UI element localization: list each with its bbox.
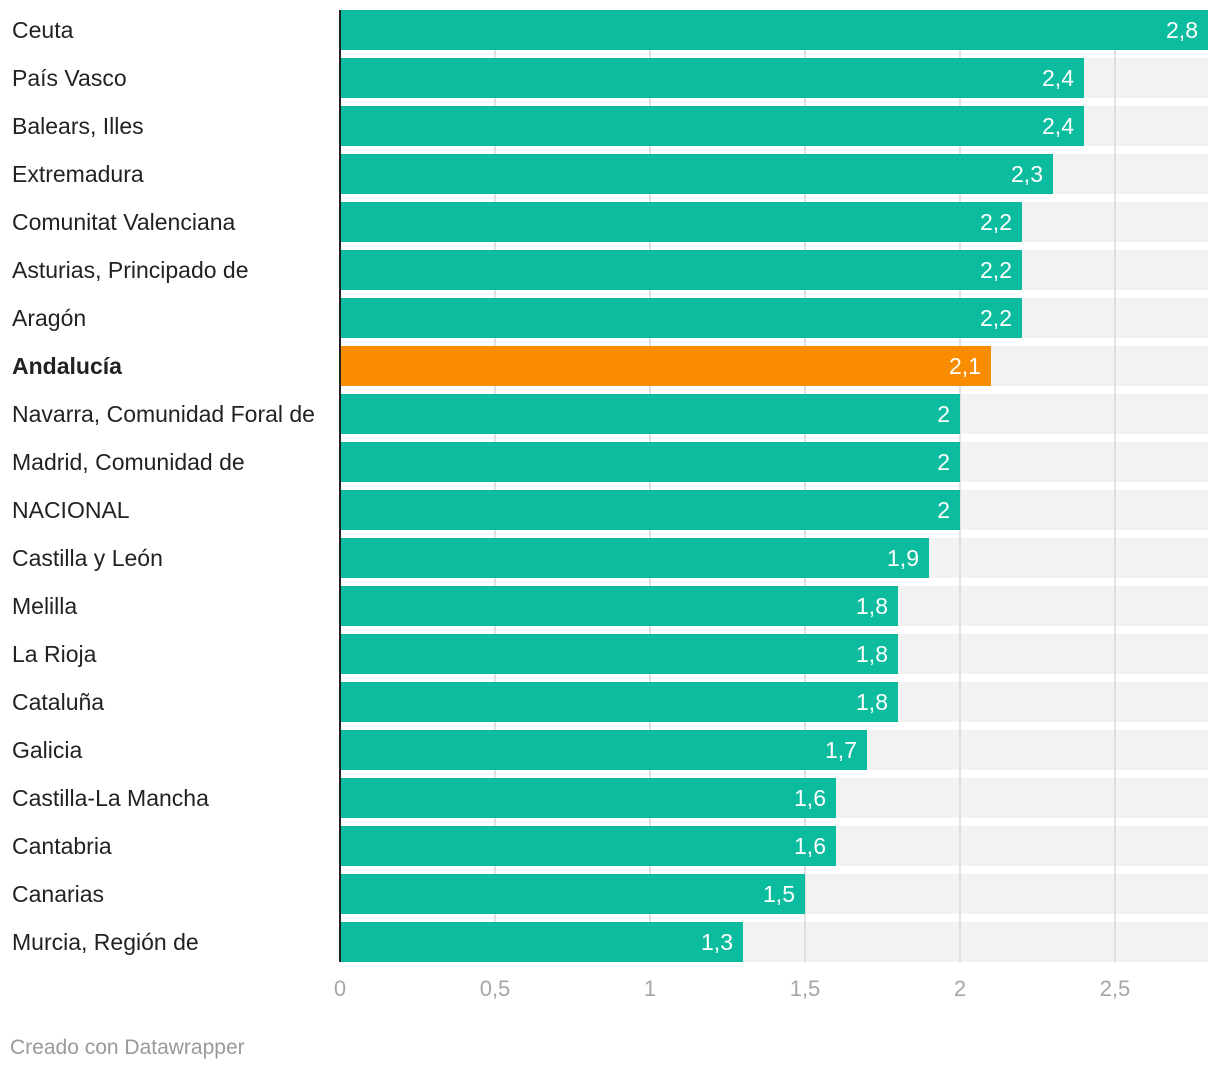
category-label: Andalucía [12,353,122,379]
x-tick-label: 1,5 [790,976,821,1001]
bar-value-label: 1,6 [794,785,826,811]
category-label: Galicia [12,737,83,763]
bar [340,202,1022,242]
bar [340,682,898,722]
bar-value-label: 2,4 [1042,65,1074,91]
category-label: Extremadura [12,161,144,187]
bar-value-label: 1,3 [701,929,733,955]
category-label: Comunitat Valenciana [12,209,236,235]
category-label: Navarra, Comunidad Foral de [12,401,315,427]
category-label: Balears, Illes [12,113,144,139]
bar [340,154,1053,194]
bar [340,922,743,962]
bar-value-label: 1,8 [856,593,888,619]
bar-value-label: 2,3 [1011,161,1043,187]
bar-value-label: 2,2 [980,257,1012,283]
bar-value-label: 1,8 [856,689,888,715]
bar [340,442,960,482]
bar [340,58,1084,98]
bar [340,634,898,674]
bar [340,826,836,866]
bar-value-label: 2,4 [1042,113,1074,139]
bar [340,874,805,914]
category-label: NACIONAL [12,497,130,523]
category-label: Aragón [12,305,86,331]
category-label: Murcia, Región de [12,929,199,955]
bar-highlight [340,346,991,386]
x-tick-label: 0,5 [480,976,511,1001]
bar-value-label: 1,6 [794,833,826,859]
category-label: Cataluña [12,689,104,715]
bar-value-label: 1,5 [763,881,795,907]
bar [340,730,867,770]
bar-value-label: 2 [937,497,950,523]
category-label: Cantabria [12,833,112,859]
category-label: La Rioja [12,641,97,667]
bar-value-label: 2,2 [980,305,1012,331]
bar-value-label: 1,7 [825,737,857,763]
category-label: Canarias [12,881,104,907]
bar-value-label: 1,8 [856,641,888,667]
bar [340,394,960,434]
bar [340,10,1208,50]
category-label: Asturias, Principado de [12,257,249,283]
bar [340,538,929,578]
bar-value-label: 2,1 [949,353,981,379]
bar-value-label: 2,8 [1166,17,1198,43]
category-label: Madrid, Comunidad de [12,449,245,475]
bar [340,106,1084,146]
category-label: Castilla-La Mancha [12,785,209,811]
category-label: Ceuta [12,17,74,43]
x-tick-label: 0 [334,976,346,1001]
x-tick-label: 2 [954,976,966,1001]
bar [340,586,898,626]
bar [340,778,836,818]
bar [340,250,1022,290]
bar-value-label: 2 [937,401,950,427]
bar-value-label: 1,9 [887,545,919,571]
category-label: Castilla y León [12,545,163,571]
category-label: País Vasco [12,65,127,91]
category-label: Melilla [12,593,77,619]
bar-value-label: 2 [937,449,950,475]
bar [340,298,1022,338]
x-tick-label: 2,5 [1100,976,1131,1001]
x-tick-label: 1 [644,976,656,1001]
bar-value-label: 2,2 [980,209,1012,235]
bar [340,490,960,530]
credit-text: Creado con Datawrapper [10,1036,245,1059]
